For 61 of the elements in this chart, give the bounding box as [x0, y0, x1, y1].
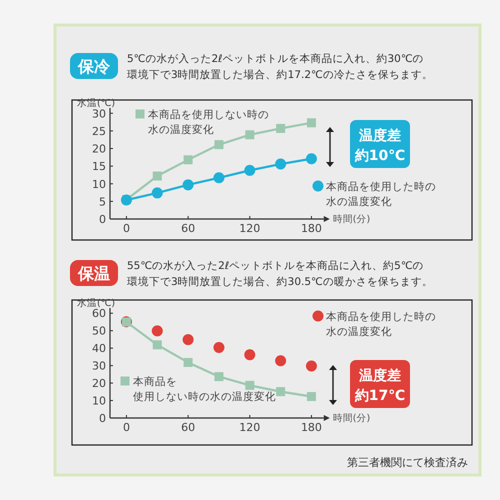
point	[152, 172, 162, 181]
point	[306, 118, 316, 128]
point	[152, 325, 163, 336]
point	[152, 187, 163, 198]
y-tick-label: 50	[92, 324, 106, 338]
chart-title: 保冷	[77, 57, 111, 76]
chart-subtitle: 55℃の水が入った2ℓペットボトルを本商品に入れ、約5℃の環境下で3時間放置した場合、約30.5℃の暖かさを保ちます。	[127, 259, 433, 288]
point	[275, 158, 286, 170]
y-axis-title: 水温(℃)	[77, 97, 116, 109]
y-tick-label: 25	[92, 124, 106, 138]
y-tick-label: 10	[92, 394, 106, 408]
point	[245, 130, 254, 140]
legend-label: 本商品を使用した時の水の温度変化	[326, 180, 436, 208]
point	[214, 372, 224, 382]
point	[213, 342, 224, 353]
y-tick-label: 30	[92, 107, 106, 120]
point	[184, 358, 193, 367]
x-tick-label: 180	[300, 421, 322, 434]
y-tick-label: 0	[99, 213, 106, 226]
legend-label: 本商品を使用しない時の水の温度変化	[148, 108, 269, 136]
x-tick-label: 0	[122, 222, 130, 235]
point	[213, 172, 224, 184]
point	[244, 349, 256, 360]
chart-title: 保温	[77, 264, 110, 283]
y-tick-label: 10	[92, 178, 106, 191]
point	[152, 340, 162, 350]
y-tick-label: 20	[92, 142, 106, 156]
point	[182, 334, 194, 346]
point	[276, 124, 286, 133]
x-axis-title: 時間(分)	[332, 412, 370, 424]
x-axis-title: 時間(分)	[332, 213, 370, 225]
text: 第三者機関にて検査済み	[347, 456, 468, 469]
y-tick-label: 20	[92, 377, 106, 390]
point	[306, 360, 317, 372]
chart-subtitle: 5℃の水が入った2ℓペットボトルを本商品に入れ、約30℃の環境下で3時間放置した場合、約17.2℃の冷たさを保ちます。	[127, 52, 433, 81]
point	[275, 355, 286, 366]
point	[184, 155, 193, 164]
legend-label: 本商品を使用しない時の水の温度変化	[133, 375, 276, 403]
point	[245, 380, 254, 390]
x-tick-label: 120	[239, 222, 260, 235]
y-tick-label: 30	[92, 360, 106, 373]
y-tick-label: 60	[92, 307, 106, 320]
x-tick-label: 180	[300, 222, 322, 235]
point	[244, 164, 256, 176]
point	[182, 179, 194, 190]
legend-label: 本商品を使用した時の水の温度変化	[326, 310, 436, 338]
y-axis-title: 水温(℃)	[77, 297, 116, 309]
point	[306, 153, 317, 164]
x-tick-label: 60	[181, 222, 196, 235]
y-tick-label: 5	[99, 195, 106, 208]
y-tick-label: 15	[92, 160, 106, 174]
point	[276, 387, 286, 396]
text: 温度差約10℃	[354, 127, 406, 164]
text: 温度差約17℃	[354, 367, 406, 404]
x-tick-label: 60	[181, 421, 196, 434]
x-tick-label: 120	[239, 421, 260, 434]
point	[214, 140, 224, 150]
x-tick-label: 0	[122, 421, 130, 434]
point	[306, 392, 316, 402]
y-tick-label: 0	[99, 412, 106, 425]
y-tick-label: 40	[92, 342, 106, 356]
